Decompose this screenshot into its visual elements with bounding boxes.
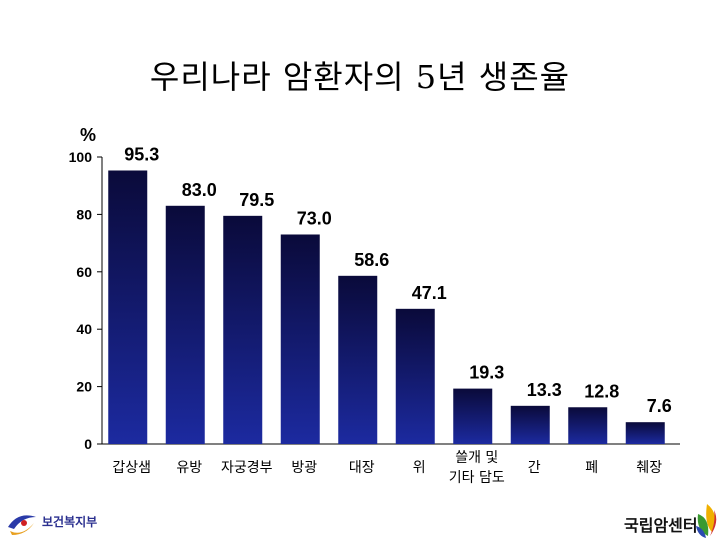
- cancer-center-name: 국립암센터: [624, 516, 698, 535]
- bar: [280, 234, 320, 444]
- bar: [625, 422, 665, 444]
- cancer-center-leaf-icon: [696, 504, 717, 538]
- bar: [223, 215, 263, 444]
- x-category-label: 자궁경부: [221, 460, 273, 476]
- x-category-label: 췌장: [636, 460, 662, 476]
- value-labels: 95.3 83.0 79.5 73.0 58.6 47.1 19.3 13.3 12.8 7.6: [124, 144, 672, 416]
- bar-value-label: 19.3: [469, 363, 504, 383]
- y-tick-label: 20: [76, 379, 92, 395]
- x-axis-labels: 갑상샘 유방 자궁경부 방광 대장 위 쓸개 및기타 담도 간 폐 췌장: [112, 450, 662, 486]
- x-category-label: 폐: [585, 460, 598, 476]
- x-category-label: 갑상샘: [112, 460, 151, 476]
- bar-value-label: 95.3: [124, 144, 159, 164]
- bar-value-label: 7.6: [647, 396, 672, 416]
- bar-value-label: 47.1: [412, 283, 447, 303]
- bar: [108, 170, 148, 444]
- bar-value-label: 12.8: [584, 381, 619, 401]
- x-category-label: 간: [528, 460, 541, 476]
- bars: [108, 170, 665, 444]
- x-category-label: 방광: [291, 460, 317, 476]
- y-tick-label: 0: [84, 436, 92, 452]
- x-category-label: 유방: [176, 460, 202, 476]
- bar: [568, 407, 608, 444]
- y-axis-unit-label: %: [80, 125, 97, 145]
- ministry-name: 보건복지부: [42, 515, 98, 529]
- bar-value-label: 79.5: [239, 190, 274, 210]
- ministry-logo: 보건복지부: [2, 505, 132, 539]
- x-category-label: 쓸개 및: [455, 450, 498, 466]
- bar: [510, 405, 550, 444]
- y-tick-label: 100: [69, 149, 93, 165]
- bar-value-label: 58.6: [354, 250, 389, 270]
- chart-title: 우리나라 암환자의 5년 생존율: [149, 58, 571, 96]
- x-category-label: 기타 담도: [449, 470, 505, 486]
- x-category-label: 대장: [349, 460, 375, 476]
- bar: [338, 275, 378, 444]
- bar-value-label: 13.3: [527, 380, 562, 400]
- bar-value-label: 73.0: [297, 208, 332, 228]
- y-tick-label: 60: [76, 264, 92, 280]
- bar: [453, 388, 493, 444]
- ministry-swirl-icon: [8, 515, 36, 535]
- y-tick-label: 40: [76, 321, 92, 337]
- bar: [165, 205, 205, 444]
- y-tick-label: 80: [76, 206, 92, 222]
- x-category-label: 위: [413, 460, 426, 476]
- bar: [395, 308, 435, 444]
- bar-value-label: 83.0: [182, 180, 217, 200]
- cancer-center-logo: 국립암센터: [620, 500, 720, 540]
